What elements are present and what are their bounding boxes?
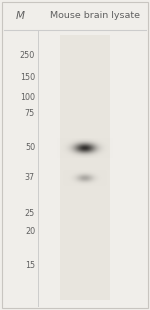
Text: 15: 15 xyxy=(25,260,35,269)
Text: Mouse brain lysate: Mouse brain lysate xyxy=(50,11,140,20)
Text: 250: 250 xyxy=(20,51,35,60)
Text: 20: 20 xyxy=(25,228,35,237)
Text: 37: 37 xyxy=(25,174,35,183)
Text: 50: 50 xyxy=(25,144,35,153)
Bar xyxy=(60,35,110,300)
Text: 75: 75 xyxy=(25,109,35,118)
Text: M: M xyxy=(15,11,24,21)
Text: 25: 25 xyxy=(25,209,35,218)
Text: 100: 100 xyxy=(20,94,35,103)
Text: 150: 150 xyxy=(20,73,35,82)
